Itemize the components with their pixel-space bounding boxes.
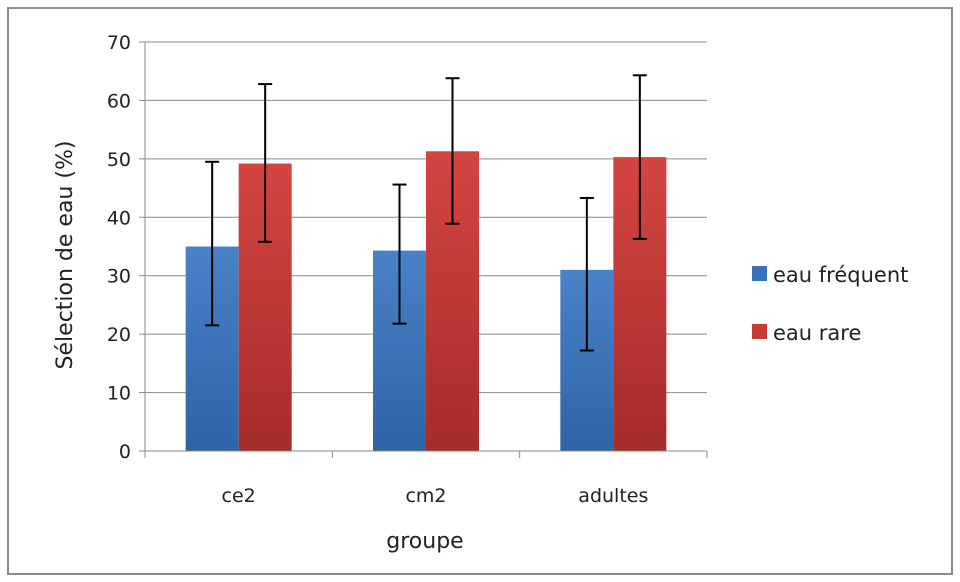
y-tick-label: 0 (119, 441, 131, 463)
legend-label: eau fréquent (773, 263, 908, 287)
y-tick-label: 60 (107, 90, 131, 112)
y-tick-label: 10 (107, 383, 131, 405)
y-tick-label: 40 (107, 207, 131, 229)
chart-frame (7, 7, 953, 575)
y-tick-label: 30 (107, 266, 131, 288)
y-tick-label: 20 (107, 324, 131, 346)
x-tick-labels: ce2 cm2 adultes (222, 485, 649, 507)
x-axis-title: groupe (386, 529, 463, 554)
axes (144, 42, 708, 458)
y-tick-labels: 0 10 20 30 40 50 60 70 (107, 32, 131, 463)
x-tick-label: ce2 (222, 485, 256, 507)
y-tick-label: 50 (107, 149, 131, 171)
legend: eau fréquent eau rare (752, 263, 908, 345)
x-tick-label: adultes (578, 485, 648, 507)
y-axis-title: Sélection de eau (%) (53, 141, 78, 370)
legend-label: eau rare (773, 321, 861, 345)
y-tick-label: 70 (107, 32, 131, 54)
legend-swatch (752, 324, 767, 339)
error-bars (205, 74, 647, 352)
legend-swatch (752, 266, 767, 281)
bars (185, 151, 667, 452)
x-tick-label: cm2 (405, 485, 446, 507)
